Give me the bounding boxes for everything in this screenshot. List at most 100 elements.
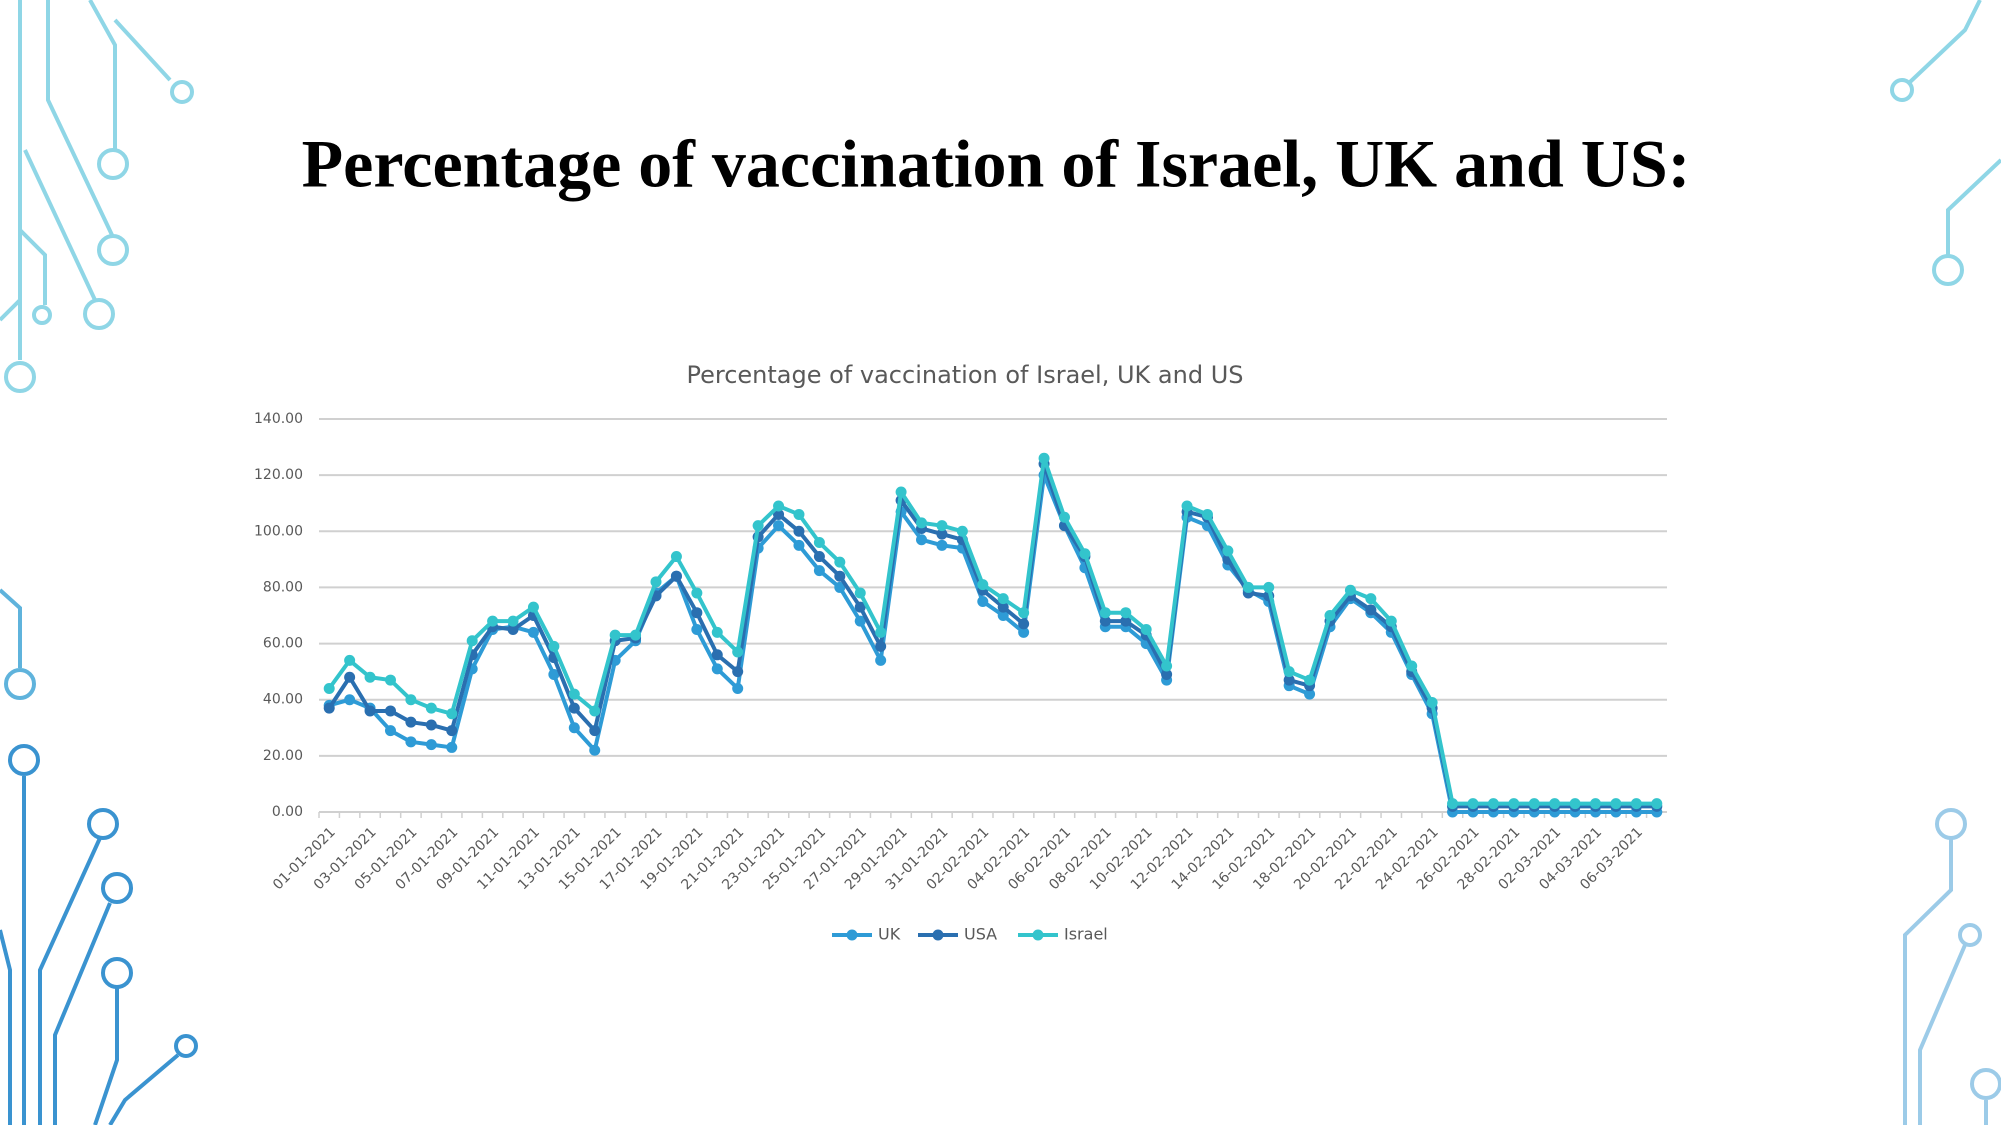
data-point xyxy=(1467,798,1479,810)
data-point xyxy=(1099,615,1111,627)
data-point xyxy=(854,587,866,599)
data-point xyxy=(589,705,601,717)
data-point xyxy=(936,539,948,551)
data-point xyxy=(1304,674,1316,686)
data-point xyxy=(1426,697,1438,709)
y-tick-label: 20.00 xyxy=(263,748,303,764)
data-point xyxy=(1161,660,1173,672)
data-point xyxy=(527,601,539,613)
data-point xyxy=(1099,607,1111,619)
data-point xyxy=(875,654,887,666)
data-point xyxy=(507,624,519,636)
data-point xyxy=(364,671,376,683)
data-point xyxy=(1406,660,1418,672)
data-point xyxy=(1242,581,1254,593)
data-point xyxy=(670,551,682,563)
data-point xyxy=(405,694,417,706)
data-point xyxy=(916,517,928,529)
data-point xyxy=(773,508,785,520)
data-point xyxy=(609,629,621,641)
data-point xyxy=(834,581,846,593)
y-tick-label: 60.00 xyxy=(263,636,303,652)
data-point xyxy=(405,716,417,728)
data-point xyxy=(813,537,825,549)
data-point xyxy=(405,736,417,748)
legend-label: Israel xyxy=(1064,925,1108,944)
data-point xyxy=(834,570,846,582)
data-point xyxy=(711,663,723,675)
data-point xyxy=(813,565,825,577)
legend-marker xyxy=(932,929,944,941)
data-point xyxy=(1161,668,1173,680)
data-point xyxy=(425,719,437,731)
data-point xyxy=(691,587,703,599)
data-point xyxy=(1651,798,1663,810)
data-point xyxy=(1324,610,1336,621)
data-point xyxy=(446,741,458,753)
y-tick-label: 140.00 xyxy=(254,411,303,427)
data-point xyxy=(630,629,642,641)
legend-marker xyxy=(1032,929,1044,941)
data-point xyxy=(466,635,478,647)
data-point xyxy=(1120,615,1132,627)
data-point xyxy=(425,702,437,714)
data-point xyxy=(1283,674,1295,686)
data-point xyxy=(650,576,662,588)
data-point xyxy=(854,615,866,627)
data-point xyxy=(568,688,580,700)
slide-title: Percentage of vaccination of Israel, UK … xyxy=(302,126,1691,202)
data-point xyxy=(527,626,539,638)
data-point xyxy=(691,607,703,619)
data-point xyxy=(425,739,437,751)
y-tick-label: 40.00 xyxy=(263,692,303,708)
chart-title: Percentage of vaccination of Israel, UK … xyxy=(686,361,1243,389)
data-point xyxy=(589,725,601,737)
data-point xyxy=(1201,508,1213,520)
data-point xyxy=(1018,607,1030,619)
data-point xyxy=(997,601,1009,613)
data-point xyxy=(793,539,805,551)
data-point xyxy=(1508,798,1520,810)
series-line xyxy=(327,456,1657,806)
data-point xyxy=(732,682,744,694)
data-point xyxy=(548,640,560,652)
data-point xyxy=(875,626,887,638)
data-point xyxy=(732,666,744,678)
data-point xyxy=(732,646,744,658)
legend-label: UK xyxy=(878,925,901,944)
data-point xyxy=(1304,688,1316,700)
data-point xyxy=(344,694,356,706)
data-point xyxy=(548,668,560,680)
data-point xyxy=(344,671,356,683)
data-point xyxy=(1630,798,1642,810)
data-point xyxy=(1487,798,1499,810)
data-point xyxy=(384,674,396,686)
y-tick-label: 0.00 xyxy=(272,804,303,820)
data-point xyxy=(813,551,825,563)
data-point xyxy=(1263,581,1275,593)
data-point xyxy=(1365,593,1377,605)
data-point xyxy=(956,525,968,537)
data-point xyxy=(936,520,948,532)
y-tick-label: 80.00 xyxy=(263,579,303,595)
legend-label: USA xyxy=(964,925,997,944)
data-point xyxy=(1181,500,1193,512)
data-point xyxy=(895,486,907,498)
data-point xyxy=(446,708,458,720)
data-point xyxy=(323,702,335,714)
data-point xyxy=(1079,548,1091,560)
data-point xyxy=(711,626,723,638)
data-point xyxy=(773,520,785,532)
data-point xyxy=(711,649,723,661)
data-point xyxy=(977,579,989,591)
data-point xyxy=(323,682,335,694)
data-point xyxy=(691,624,703,636)
data-point xyxy=(1018,618,1030,630)
data-point xyxy=(997,610,1009,621)
data-point xyxy=(384,705,396,717)
data-point xyxy=(1283,666,1295,678)
data-point xyxy=(1610,798,1622,810)
data-point xyxy=(793,508,805,520)
data-point xyxy=(487,615,499,627)
